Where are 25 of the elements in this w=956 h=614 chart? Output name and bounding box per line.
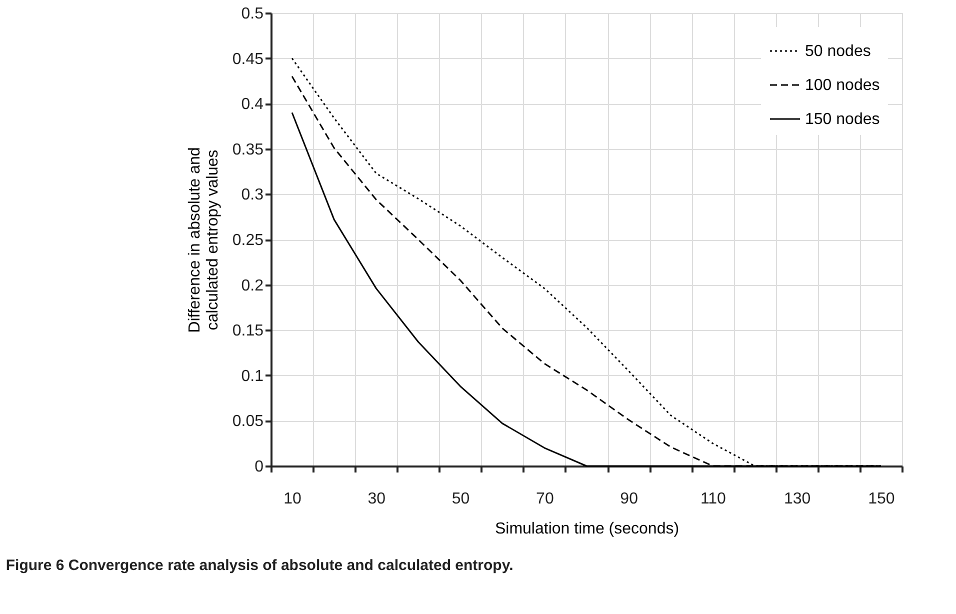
x-tick-label: 130 (784, 490, 811, 508)
legend-label: 100 nodes (805, 77, 880, 94)
y-axis-title: Difference in absolute and calculated entropy values (186, 147, 222, 333)
x-tick-label: 150 (868, 490, 895, 508)
x-tick-label: 110 (700, 490, 726, 508)
y-tick-label: 0 (254, 458, 264, 476)
x-tick-label: 50 (452, 490, 470, 508)
y-tick-label: 0.25 (232, 232, 264, 249)
x-tick-label: 90 (620, 490, 638, 508)
y-tick-label: 0.45 (232, 50, 264, 68)
x-tick-label: 10 (284, 490, 302, 508)
x-tick-label: 70 (536, 490, 554, 508)
y-tick-label: 0.1 (241, 368, 264, 385)
y-tick-label: 0.35 (232, 141, 264, 158)
y-tick-label: 0.5 (241, 6, 264, 22)
y-tick-label: 0.3 (241, 186, 264, 204)
legend-label: 50 nodes (805, 43, 871, 60)
x-axis-title: Simulation time (seconds) (494, 520, 680, 538)
y-tick-label: 0.15 (232, 322, 264, 340)
y-tick-label: 0.4 (241, 96, 264, 114)
y-tick-label: 0.2 (241, 277, 264, 294)
y-tick-label: 0.05 (232, 413, 264, 430)
legend-label: 150 nodes (805, 111, 880, 128)
caption: Figure 6 Convergence rate analysis of absolute and calculated entropy. (6, 557, 514, 574)
x-tick-label: 30 (368, 490, 386, 508)
